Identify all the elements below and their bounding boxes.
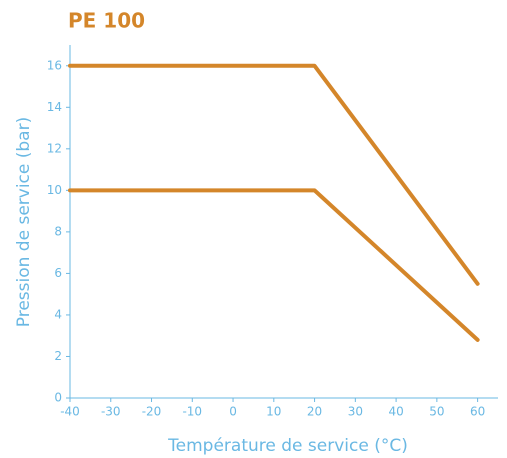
chart-title: PE 100 bbox=[68, 9, 145, 33]
y-axis-label: Pression de service (bar) bbox=[14, 117, 34, 327]
y-tick-label: 8 bbox=[54, 224, 62, 238]
y-tick-label: 0 bbox=[54, 391, 62, 405]
x-tick-label: -20 bbox=[142, 405, 162, 419]
x-tick-label: 20 bbox=[307, 405, 322, 419]
y-tick-label: 16 bbox=[47, 58, 62, 72]
x-tick-label: 30 bbox=[348, 405, 363, 419]
x-tick-label: 50 bbox=[429, 405, 444, 419]
y-tick-label: 4 bbox=[54, 307, 62, 321]
x-tick-label: 10 bbox=[266, 405, 281, 419]
x-tick-label: -10 bbox=[182, 405, 202, 419]
x-tick-label: 60 bbox=[470, 405, 485, 419]
line-series bbox=[68, 188, 480, 342]
y-tick-label: 6 bbox=[54, 266, 62, 280]
x-tick-label: 40 bbox=[388, 405, 403, 419]
y-tick-label: 12 bbox=[47, 141, 62, 155]
line-series bbox=[68, 63, 480, 286]
x-tick-label: 0 bbox=[229, 405, 237, 419]
y-tick-label: 14 bbox=[47, 100, 62, 114]
y-tick-label: 10 bbox=[47, 183, 62, 197]
y-tick-label: 2 bbox=[54, 349, 62, 363]
x-tick-label: -30 bbox=[101, 405, 121, 419]
x-axis-label: Température de service (°C) bbox=[167, 436, 408, 456]
x-tick-label: -40 bbox=[60, 405, 80, 419]
